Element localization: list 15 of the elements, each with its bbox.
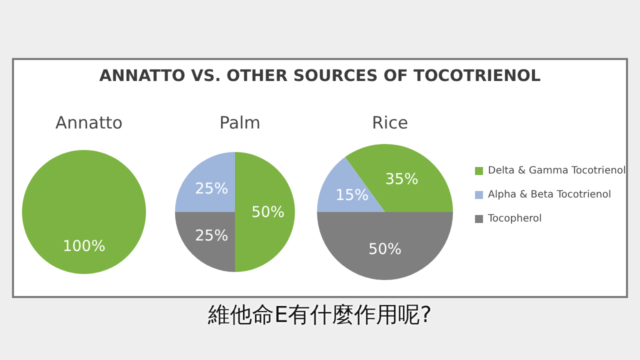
data-label: 50% xyxy=(251,203,285,221)
data-label: 50% xyxy=(368,240,402,258)
data-label: 35% xyxy=(385,170,418,188)
chart-title: Rice xyxy=(372,114,408,134)
legend-label: Tocopherol xyxy=(487,214,542,224)
legend-label: Delta & Gamma Tocotrienol xyxy=(488,166,626,176)
data-label: 25% xyxy=(194,226,228,244)
data-label: 100% xyxy=(62,237,106,255)
data-label: 25% xyxy=(194,180,228,198)
data-label: 15% xyxy=(335,186,369,204)
text: 維他命E有什麼作用呢? xyxy=(207,302,433,330)
chart-title: Annatto xyxy=(55,114,123,134)
text: ANNATTO VS. OTHER SOURCES OF TOCOTRIENOL xyxy=(98,66,542,85)
chart-title: Palm xyxy=(219,114,261,134)
legend-label: Alpha & Beta Tocotrienol xyxy=(488,190,612,200)
